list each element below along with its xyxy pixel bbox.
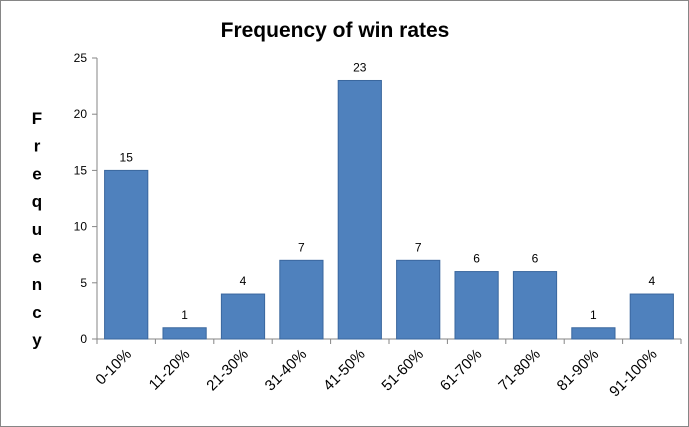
data-label: 7: [415, 240, 422, 254]
bar: [162, 327, 207, 340]
y-tick-label: 5: [80, 276, 87, 290]
bar: [337, 79, 382, 340]
x-axis: 0-10% 11-20% 21-30% 31-40% 41-50% 51-60% 61-70…: [92, 338, 682, 400]
y-axis-label: Frequency: [32, 109, 42, 350]
y-tick-label: 10: [74, 220, 88, 234]
bar: [396, 259, 441, 340]
bar-series: [104, 79, 674, 340]
bar: [279, 259, 324, 340]
y-axis-label-letter: q: [32, 192, 42, 211]
y-axis: 0 5 10 15 20 25: [74, 51, 98, 346]
data-label: 4: [240, 274, 247, 288]
bar: [454, 271, 499, 340]
x-tick-label: 51-60%: [378, 346, 427, 395]
x-tick-label: 21-30%: [203, 346, 252, 395]
y-axis-label-letter: n: [32, 275, 42, 294]
y-axis-label-letter: u: [32, 220, 42, 239]
y-axis-label-letter: c: [32, 303, 41, 322]
data-label: 15: [120, 150, 134, 164]
data-label: 1: [590, 308, 597, 322]
x-tick-label: 71-80%: [495, 346, 544, 395]
y-axis-label-letter: e: [32, 164, 41, 183]
y-axis-label-letter: F: [32, 109, 42, 128]
bar: [512, 271, 558, 340]
x-tick-label: 11-20%: [146, 346, 194, 394]
y-tick-label: 0: [80, 332, 87, 346]
bar: [571, 327, 616, 340]
x-tick-label: 0-10%: [92, 346, 135, 389]
y-tick-label: 15: [74, 163, 88, 177]
y-axis-label-letter: y: [32, 331, 42, 350]
data-label: 23: [353, 60, 367, 74]
bar: [629, 293, 674, 340]
data-label: 6: [532, 252, 539, 266]
x-tick-label: 81-90%: [554, 346, 603, 395]
x-tick-label: 91-100%: [606, 346, 660, 400]
y-axis-label-letter: r: [34, 137, 41, 156]
bar: [104, 169, 149, 340]
data-label: 1: [181, 308, 188, 322]
bar: [220, 293, 266, 340]
data-label: 6: [473, 252, 480, 266]
data-label: 4: [648, 274, 655, 288]
x-tick-label: 61-70%: [437, 346, 486, 395]
y-axis-label-letter: e: [32, 248, 41, 267]
x-tick-label: 41-50%: [320, 346, 369, 395]
y-tick-label: 25: [74, 51, 88, 65]
data-labels: 15 1 4 7 23 7 6 6 1 4: [120, 60, 656, 321]
data-label: 7: [298, 240, 305, 254]
chart-title: Frequency of win rates: [221, 19, 450, 42]
y-tick-label: 20: [74, 107, 88, 121]
x-tick-label: 31-40%: [262, 346, 311, 395]
